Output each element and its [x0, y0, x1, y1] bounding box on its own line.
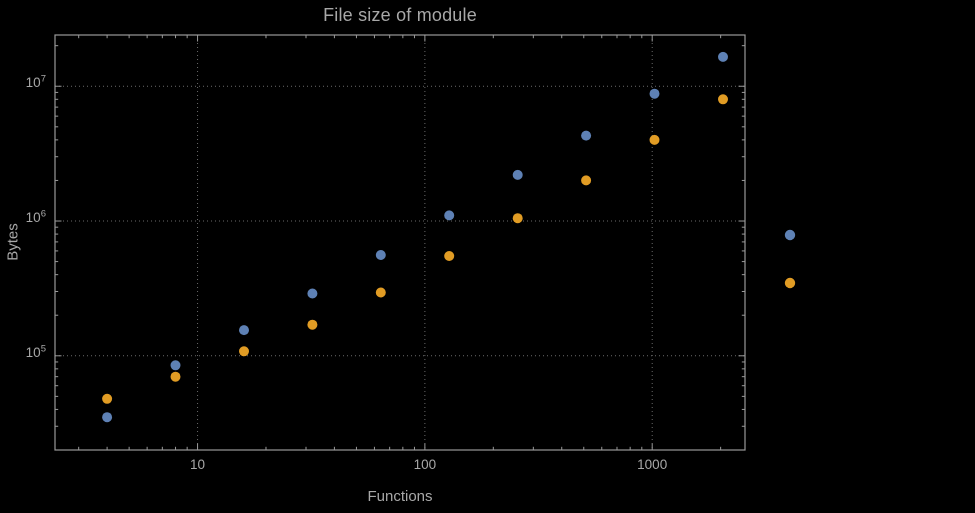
legend-marker — [784, 277, 796, 289]
data-point-series-2 — [102, 393, 113, 404]
data-point-series-2 — [444, 251, 455, 261]
chart-title: File size of module — [323, 5, 477, 25]
data-point-series-1 — [718, 51, 728, 62]
data-point-series-1 — [239, 325, 249, 336]
data-point-series-2 — [170, 371, 181, 382]
plot-frame — [54, 34, 746, 451]
data-point-series-1 — [307, 288, 318, 299]
data-point-series-1 — [375, 250, 386, 260]
data-point-series-2 — [649, 134, 660, 145]
y-axis-label: Bytes — [4, 223, 22, 261]
data-point-series-2 — [239, 346, 249, 357]
data-point-series-2 — [581, 175, 592, 186]
x-axis-label: Functions — [367, 488, 433, 505]
data-point-series-1 — [649, 88, 660, 99]
data-point-series-1 — [102, 412, 113, 423]
data-point-series-2 — [375, 287, 386, 298]
data-point-series-2 — [307, 319, 318, 330]
data-point-series-1 — [581, 130, 592, 141]
legend-marker — [784, 229, 796, 241]
data-point-series-1 — [512, 169, 523, 180]
data-point-series-2 — [718, 94, 728, 105]
data-point-series-1 — [170, 360, 181, 371]
data-point-series-1 — [444, 210, 455, 221]
data-point-series-2 — [512, 213, 523, 224]
